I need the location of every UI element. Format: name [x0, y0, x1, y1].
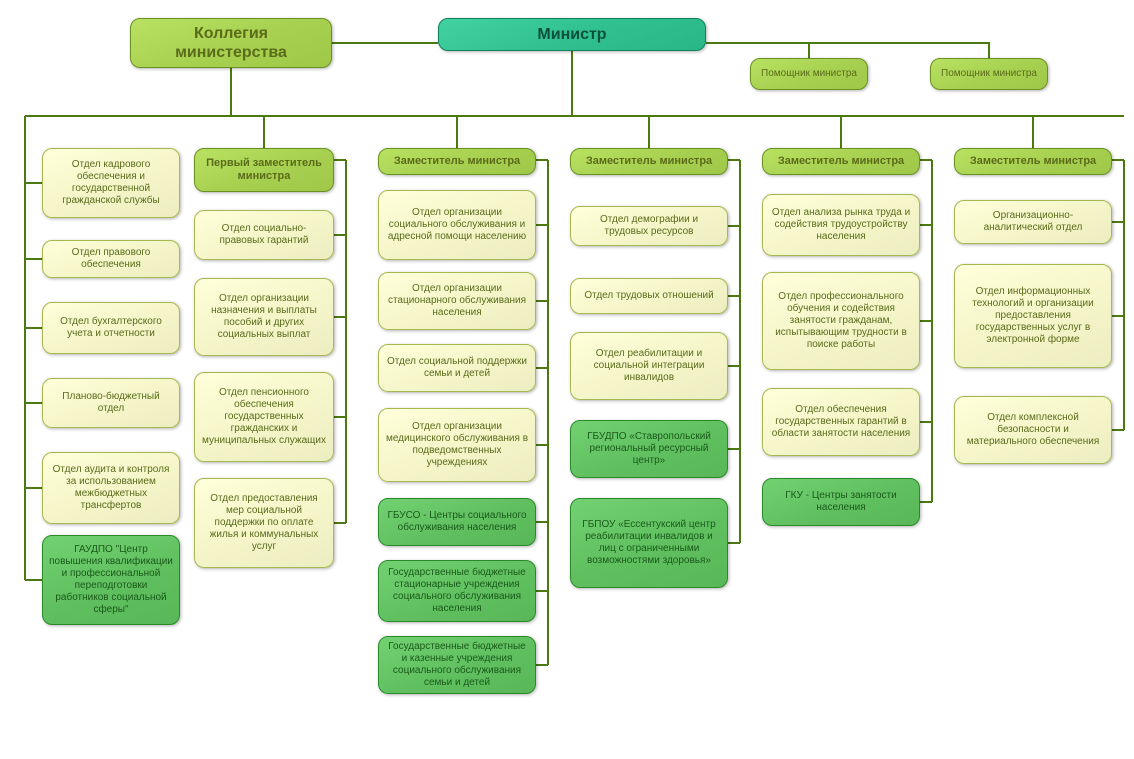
org-node-label: Заместитель министра: [394, 155, 520, 168]
org-node-label: Первый заместитель министра: [201, 157, 327, 183]
org-node-label: ГАУДПО "Центр повышения квалификации и п…: [49, 544, 173, 616]
org-node-c3d: Отдел организации медицинского обслужива…: [378, 408, 536, 482]
org-node-c4d: ГБУДПО «Ставропольский региональный ресу…: [570, 420, 728, 478]
org-node-label: ГКУ - Центры занятости населения: [769, 490, 913, 514]
org-node-label: Отдел обеспечения государственных гарант…: [769, 404, 913, 440]
org-node-label: Отдел правового обеспечения: [49, 247, 173, 271]
org-node-label: Организационно-аналитический отдел: [961, 210, 1105, 234]
org-node-label: Государственные бюджетные стационарные у…: [385, 567, 529, 615]
org-node-label: Помощник министра: [761, 68, 857, 80]
org-node-label: Отдел реабилитации и социальной интеграц…: [577, 348, 721, 384]
org-node-label: Отдел социально-правовых гарантий: [201, 223, 327, 247]
org-node-c1c: Отдел бухгалтерского учета и отчетности: [42, 302, 180, 354]
org-node-c5a: Отдел анализа рынка труда и содействия т…: [762, 194, 920, 256]
org-node-c1d: Планово-бюджетный отдел: [42, 378, 180, 428]
org-node-label: Отдел аудита и контроля за использование…: [49, 464, 173, 512]
org-node-label: Отдел информационных технологий и органи…: [961, 286, 1105, 346]
org-node-label: Отдел кадрового обеспечения и государств…: [49, 159, 173, 207]
org-node-label: Отдел организации стационарного обслужив…: [385, 283, 529, 319]
org-node-label: Заместитель министра: [778, 155, 904, 168]
org-node-c4a: Отдел демографии и трудовых ресурсов: [570, 206, 728, 246]
org-node-assist1: Помощник министра: [750, 58, 868, 90]
org-node-c2b: Отдел организации назначения и выплаты п…: [194, 278, 334, 356]
org-node-label: Коллегия министерства: [137, 24, 325, 62]
org-node-c2c: Отдел пенсионного обеспечения государств…: [194, 372, 334, 462]
org-node-label: Отдел предоставления мер социальной подд…: [201, 493, 327, 553]
org-node-collegium: Коллегия министерства: [130, 18, 332, 68]
org-node-c1b: Отдел правового обеспечения: [42, 240, 180, 278]
org-node-c2a: Отдел социально-правовых гарантий: [194, 210, 334, 260]
org-node-hdr3: Заместитель министра: [378, 148, 536, 175]
org-node-label: ГБПОУ «Ессентукский центр реабилитации и…: [577, 519, 721, 567]
org-node-label: Отдел комплексной безопасности и материа…: [961, 412, 1105, 448]
org-node-label: ГБУДПО «Ставропольский региональный ресу…: [577, 431, 721, 467]
org-node-c3c: Отдел социальной поддержки семьи и детей: [378, 344, 536, 392]
org-node-label: Государственные бюджетные и казенные учр…: [385, 641, 529, 689]
org-node-label: Отдел трудовых отношений: [584, 290, 713, 302]
org-node-c3e: ГБУСО - Центры социального обслуживания …: [378, 498, 536, 546]
org-node-c4c: Отдел реабилитации и социальной интеграц…: [570, 332, 728, 400]
org-node-c6c: Отдел комплексной безопасности и материа…: [954, 396, 1112, 464]
org-node-label: ГБУСО - Центры социального обслуживания …: [385, 510, 529, 534]
org-node-label: Отдел пенсионного обеспечения государств…: [201, 387, 327, 447]
org-node-hdr2: Первый заместитель министра: [194, 148, 334, 192]
org-node-c5b: Отдел профессионального обучения и содей…: [762, 272, 920, 370]
org-node-label: Планово-бюджетный отдел: [49, 391, 173, 415]
org-node-label: Отдел демографии и трудовых ресурсов: [577, 214, 721, 238]
org-node-hdr6: Заместитель министра: [954, 148, 1112, 175]
org-node-c3b: Отдел организации стационарного обслужив…: [378, 272, 536, 330]
org-node-label: Отдел организации назначения и выплаты п…: [201, 293, 327, 341]
org-node-label: Отдел анализа рынка труда и содействия т…: [769, 207, 913, 243]
org-node-hdr4: Заместитель министра: [570, 148, 728, 175]
org-node-c5d: ГКУ - Центры занятости населения: [762, 478, 920, 526]
org-node-c1e: Отдел аудита и контроля за использование…: [42, 452, 180, 524]
org-node-c2d: Отдел предоставления мер социальной подд…: [194, 478, 334, 568]
org-node-c3g: Государственные бюджетные и казенные учр…: [378, 636, 536, 694]
org-node-label: Отдел бухгалтерского учета и отчетности: [49, 316, 173, 340]
org-node-c5c: Отдел обеспечения государственных гарант…: [762, 388, 920, 456]
org-node-c4e: ГБПОУ «Ессентукский центр реабилитации и…: [570, 498, 728, 588]
org-node-c1f: ГАУДПО "Центр повышения квалификации и п…: [42, 535, 180, 625]
org-node-label: Отдел организации медицинского обслужива…: [385, 421, 529, 469]
org-node-label: Министр: [537, 25, 606, 44]
org-node-c6b: Отдел информационных технологий и органи…: [954, 264, 1112, 368]
org-node-assist2: Помощник министра: [930, 58, 1048, 90]
org-node-label: Отдел профессионального обучения и содей…: [769, 291, 913, 351]
org-node-label: Отдел организации социального обслуживан…: [385, 207, 529, 243]
org-node-c6a: Организационно-аналитический отдел: [954, 200, 1112, 244]
org-node-label: Заместитель министра: [970, 155, 1096, 168]
org-node-c3a: Отдел организации социального обслуживан…: [378, 190, 536, 260]
org-node-hdr5: Заместитель министра: [762, 148, 920, 175]
org-node-dep1: Отдел кадрового обеспечения и государств…: [42, 148, 180, 218]
org-node-label: Помощник министра: [941, 68, 1037, 80]
org-node-minister: Министр: [438, 18, 706, 51]
org-node-label: Отдел социальной поддержки семьи и детей: [385, 356, 529, 380]
org-node-c4b: Отдел трудовых отношений: [570, 278, 728, 314]
org-node-c3f: Государственные бюджетные стационарные у…: [378, 560, 536, 622]
org-node-label: Заместитель министра: [586, 155, 712, 168]
